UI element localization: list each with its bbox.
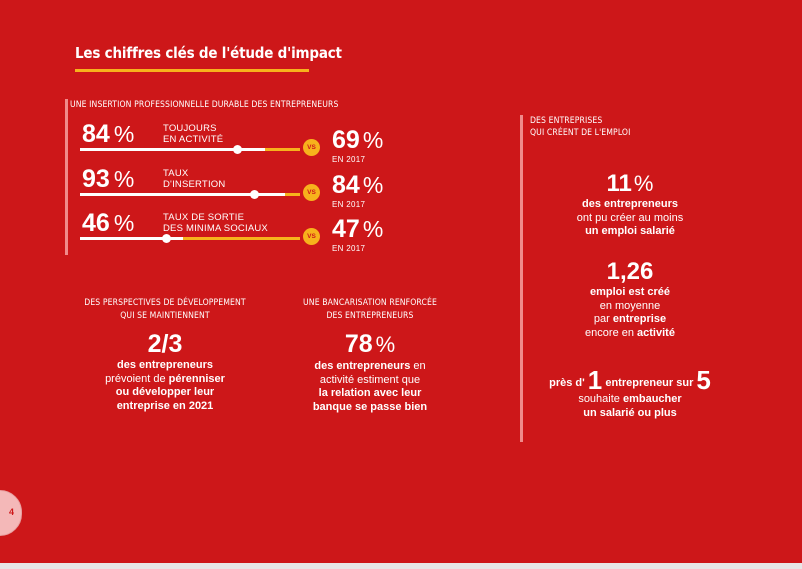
insertion-row: 84% TOUJOURS EN ACTIVITÉ VS 69% EN 2017 — [80, 120, 400, 166]
banking-heading: UNE BANCARISATION RENFORCÉE DES ENTREPRE… — [303, 298, 437, 321]
jobs-stat-1-description: des entrepreneurs ont pu créer au moins … — [576, 198, 684, 237]
jobs-stat-2-value: 1,26 — [606, 258, 654, 285]
vs-badge: VS — [303, 228, 320, 245]
development-description: des entrepreneurs prévoient de pérennise… — [105, 359, 225, 412]
compare-year: EN 2017 — [332, 200, 366, 209]
jobs-stat-3-description: près d' 1 entrepreneur sur 5 souhaite em… — [549, 365, 711, 419]
development-heading: DES PERSPECTIVES DE DÉVELOPPEMENT QUI SE… — [84, 298, 246, 321]
development-value: 2/3 — [147, 330, 183, 358]
progress-track — [80, 193, 285, 196]
insertion-row: 93% TAUX D'INSERTION VS 84% EN 2017 — [80, 165, 400, 211]
row-label: TOUJOURS EN ACTIVITÉ — [163, 123, 224, 145]
row-label: TAUX DE SORTIE DES MINIMA SOCIAUX — [163, 212, 268, 234]
page-number: 4 — [9, 507, 15, 517]
section-divider-left — [65, 99, 68, 255]
row-value: 46% — [82, 209, 135, 237]
compare-year: EN 2017 — [332, 155, 366, 164]
banking-description: des entrepreneurs en activité estiment q… — [312, 360, 428, 413]
compare-value: 84% — [332, 171, 384, 199]
progress-fill-highlight — [183, 237, 300, 240]
banking-value: 78% — [344, 330, 396, 358]
section-divider-right — [520, 115, 523, 442]
row-value: 93% — [82, 165, 135, 193]
progress-fill-highlight — [265, 148, 300, 151]
row-value: 84% — [82, 120, 135, 148]
banking-block: UNE BANCARISATION RENFORCÉE DES ENTREPRE… — [290, 297, 450, 414]
vs-badge: VS — [303, 184, 320, 201]
compare-value: 47% — [332, 215, 384, 243]
jobs-stat-2-description: emploi est créé en moyenne par entrepris… — [585, 286, 675, 339]
compare-year: EN 2017 — [332, 244, 366, 253]
jobs-heading: DES ENTREPRISES QUI CRÉENT DE L'EMPLOI — [530, 116, 631, 138]
progress-track — [80, 237, 183, 240]
progress-knob — [162, 234, 171, 243]
progress-track — [80, 148, 265, 151]
vs-badge: VS — [303, 139, 320, 156]
title-underline — [75, 69, 309, 72]
insertion-heading: UNE INSERTION PROFESSIONNELLE DURABLE DE… — [70, 100, 339, 110]
progress-knob — [250, 190, 259, 199]
row-label: TAUX D'INSERTION — [163, 168, 226, 190]
page-fold-edge — [0, 563, 802, 569]
compare-value: 69% — [332, 126, 384, 154]
progress-knob — [233, 145, 242, 154]
jobs-stat-1-value: 11% — [606, 170, 654, 197]
jobs-stat-2: 1,26 emploi est créé en moyenne par entr… — [530, 258, 730, 340]
progress-fill-highlight — [285, 193, 300, 196]
jobs-stat-1: 11% des entrepreneurs ont pu créer au mo… — [530, 170, 730, 239]
development-block: DES PERSPECTIVES DE DÉVELOPPEMENT QUI SE… — [70, 297, 260, 413]
page-title: Les chiffres clés de l'étude d'impact — [75, 44, 342, 62]
jobs-stat-3: près d' 1 entrepreneur sur 5 souhaite em… — [530, 367, 730, 420]
insertion-row: 46% TAUX DE SORTIE DES MINIMA SOCIAUX VS … — [80, 209, 400, 255]
